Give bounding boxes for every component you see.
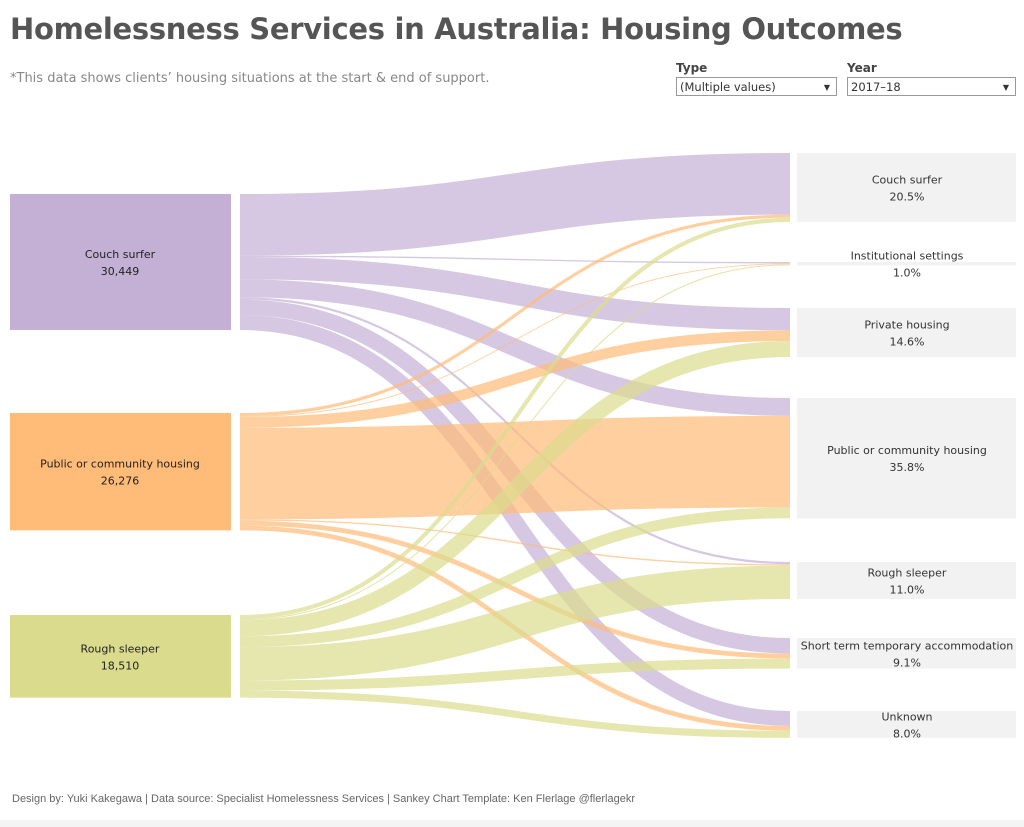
- sankey-link: [239, 263, 791, 418]
- target-label: Unknown: [881, 710, 932, 723]
- source-label: Public or community housing: [40, 458, 200, 471]
- year-dropdown[interactable]: 2017–18 ▼: [847, 77, 1016, 96]
- links: [239, 152, 791, 738]
- target-percent: 8.0%: [893, 727, 921, 740]
- source-label: Couch surfer: [85, 248, 156, 261]
- sankey-link: [239, 415, 791, 520]
- target-percent: 20.5%: [890, 190, 925, 203]
- nodes: Couch surfer 20.5% Institutional settings 1…: [10, 153, 1016, 740]
- source-value: 26,276: [101, 475, 140, 488]
- sankey-link: [239, 330, 791, 428]
- sankey-link: [239, 565, 791, 681]
- type-dropdown[interactable]: (Multiple values) ▼: [676, 77, 837, 96]
- footer-credits: Design by: Yuki Kakegawa | Data source: …: [12, 793, 635, 805]
- page-title: Homelessness Services in Australia: Hous…: [10, 12, 903, 46]
- target-label: Institutional settings: [851, 250, 964, 263]
- target-percent: 9.1%: [893, 656, 921, 669]
- source-node: [10, 194, 231, 330]
- target-percent: 35.8%: [890, 461, 925, 474]
- sankey-link: [239, 341, 791, 637]
- sankey-link: [239, 520, 791, 659]
- year-filter: Year 2017–18 ▼: [847, 61, 1016, 96]
- year-filter-label: Year: [847, 61, 877, 75]
- sankey-link: [239, 315, 791, 726]
- target-label: Public or community housing: [827, 444, 987, 457]
- target-node: [797, 153, 1016, 222]
- chevron-down-icon: ▼: [1002, 83, 1009, 92]
- sankey-link: [239, 255, 791, 264]
- sankey-chart: Couch surfer 20.5% Institutional settings 1…: [10, 152, 1016, 740]
- source-node: [10, 413, 231, 531]
- sankey-link: [239, 279, 791, 416]
- sankey-link: [239, 256, 791, 331]
- sankey-link: [239, 507, 791, 648]
- target-node: [797, 638, 1016, 669]
- page-subtitle: *This data shows clients’ housing situat…: [10, 71, 490, 86]
- target-node: [797, 398, 1016, 519]
- sankey-link: [239, 519, 791, 566]
- type-filter-label: Type: [676, 61, 708, 75]
- sankey-link: [239, 690, 791, 738]
- target-percent: 11.0%: [890, 583, 925, 596]
- target-label: Couch surfer: [872, 173, 943, 186]
- target-node: [797, 562, 1016, 599]
- type-filter: Type (Multiple values) ▼: [676, 61, 837, 96]
- sankey-link: [239, 264, 791, 621]
- target-label: Rough sleeper: [868, 566, 947, 579]
- sankey-link: [239, 658, 791, 691]
- target-node: [797, 711, 1016, 738]
- sankey-link: [239, 152, 791, 256]
- sankey-link: [239, 217, 791, 620]
- bottom-bar: [0, 820, 1024, 827]
- target-node: [797, 262, 1016, 266]
- source-label: Rough sleeper: [81, 642, 160, 655]
- source-value: 18,510: [101, 659, 140, 672]
- source-value: 30,449: [101, 265, 140, 278]
- target-label: Private housing: [864, 319, 949, 332]
- sankey-link: [239, 214, 791, 417]
- year-dropdown-value: 2017–18: [851, 80, 901, 94]
- chevron-down-icon: ▼: [823, 83, 830, 92]
- target-node: [797, 308, 1016, 358]
- target-label: Short term temporary accommodation: [801, 639, 1013, 652]
- target-percent: 1.0%: [893, 267, 921, 280]
- target-percent: 14.6%: [890, 336, 925, 349]
- source-node: [10, 615, 231, 698]
- type-dropdown-value: (Multiple values): [680, 80, 776, 94]
